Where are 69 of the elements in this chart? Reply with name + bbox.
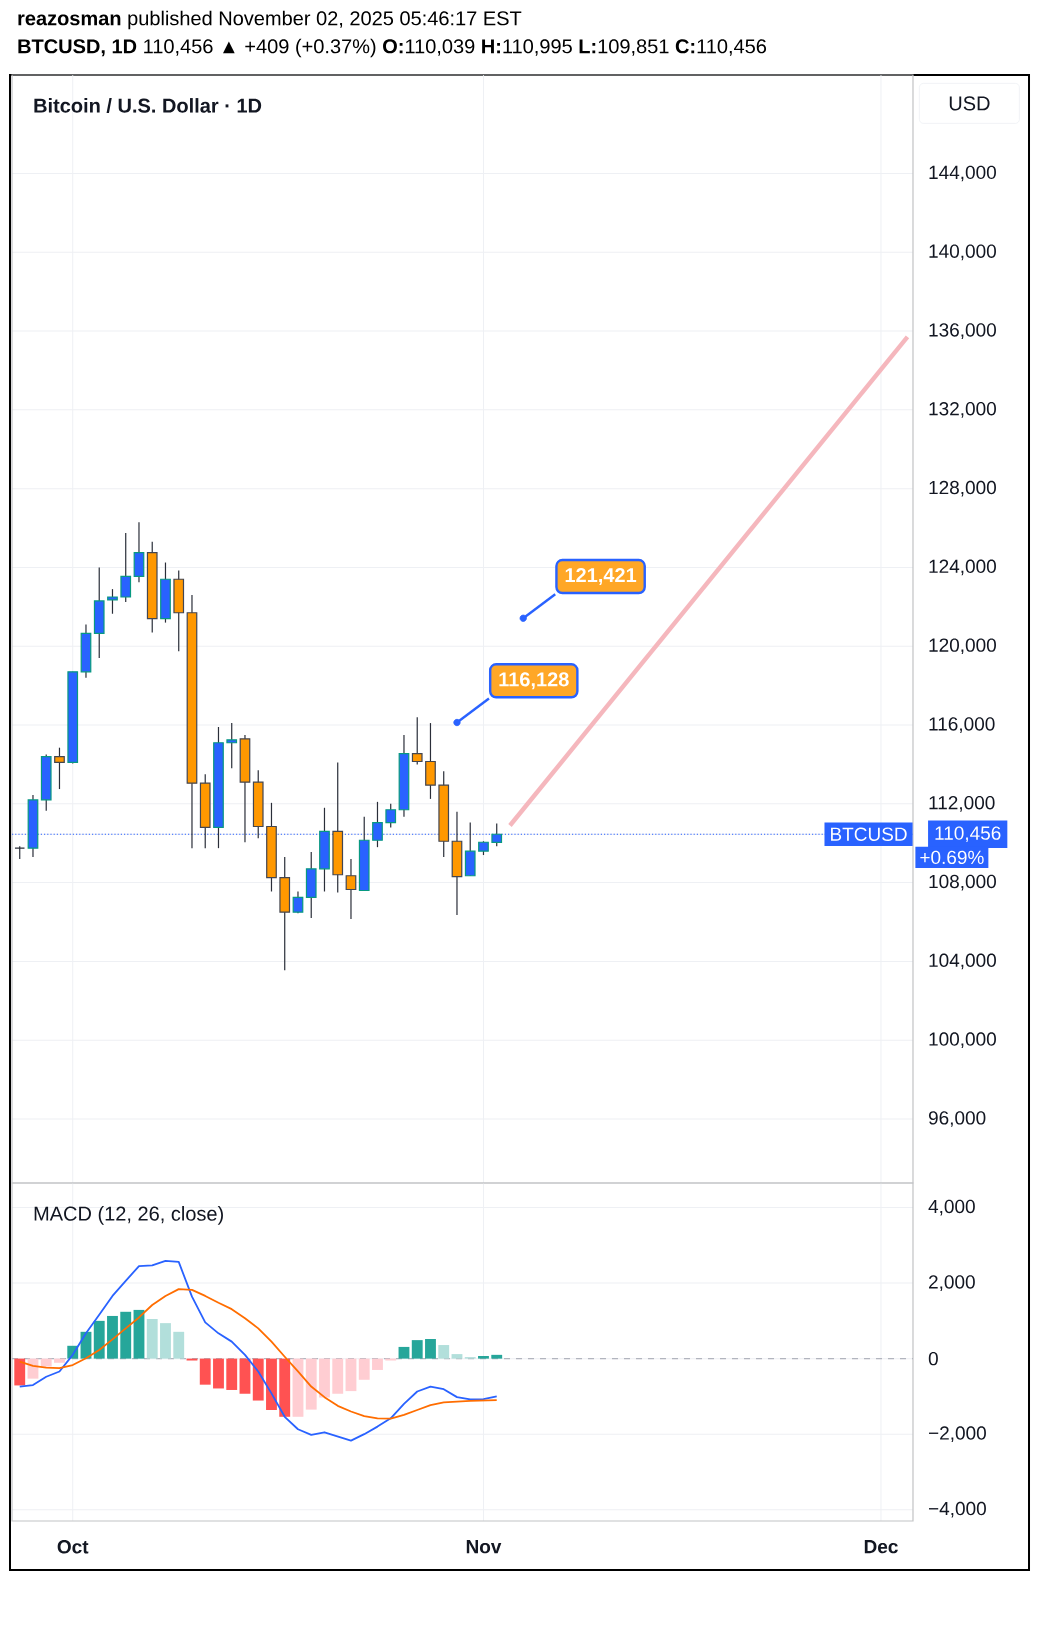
bar	[120, 1311, 132, 1359]
bar	[239, 1358, 251, 1394]
candlestick	[411, 716, 423, 766]
y-tick-label: 136,000	[929, 323, 996, 339]
y-tick-label: 100,000	[929, 1032, 996, 1049]
bar	[491, 1354, 503, 1359]
y-tick-label: 2,000	[929, 1275, 975, 1291]
x-tick-label: Dec	[864, 1540, 898, 1554]
bar	[40, 1358, 52, 1367]
candlestick	[226, 722, 238, 769]
candlestick	[133, 521, 145, 583]
text: BTCUSD, 1D 110,456 ▲ +409 (+0.37%) O:110,039 H:110,995 L:109,851 C:110,456	[18, 38, 767, 58]
bar	[305, 1358, 317, 1410]
x-tick-label: Oct	[57, 1540, 89, 1554]
bar	[213, 1358, 224, 1389]
y-tick-label: −2,000	[929, 1426, 986, 1443]
bar	[411, 1340, 423, 1359]
bar	[226, 1358, 238, 1390]
candlestick	[385, 803, 397, 829]
bar	[451, 1354, 463, 1359]
bar	[332, 1358, 344, 1394]
y-tick-label: 112,000	[929, 795, 995, 812]
bar	[252, 1358, 264, 1401]
bar	[478, 1355, 489, 1359]
y-tick-label: 132,000	[929, 402, 996, 418]
bar	[266, 1358, 277, 1410]
text: reazosman published November 02, 2025 05:46:17 EST	[18, 10, 522, 30]
y-tick-label: 104,000	[929, 953, 996, 970]
bar	[438, 1345, 450, 1359]
candlestick	[120, 532, 132, 603]
candlestick	[345, 858, 357, 920]
bar	[160, 1323, 171, 1359]
bar	[199, 1358, 211, 1385]
y-tick-label: 124,000	[929, 559, 996, 576]
y-tick-label: 108,000	[929, 874, 996, 891]
y-tick-label: 116,000	[929, 717, 995, 733]
y-tick-label: 96,000	[928, 1111, 986, 1127]
annotation: 116,128	[499, 672, 569, 690]
bar	[372, 1358, 383, 1370]
y-tick-label: 144,000	[929, 165, 996, 182]
annotation: 121,421	[565, 568, 637, 586]
bar	[358, 1358, 370, 1380]
bar	[54, 1358, 65, 1363]
y-tick-label: 4,000	[928, 1199, 975, 1216]
bar	[425, 1338, 436, 1359]
x-tick-label: Nov	[466, 1540, 502, 1554]
text: +0.69%	[920, 850, 984, 865]
candlestick	[54, 747, 65, 790]
y-tick-label: 0	[928, 1351, 938, 1366]
y-tick-label: 120,000	[929, 638, 996, 655]
bar	[173, 1331, 185, 1359]
bar	[107, 1315, 118, 1359]
ref-line-label: BTCUSD	[831, 827, 907, 841]
bar	[319, 1358, 330, 1398]
y-tick-label: −4,000	[929, 1501, 986, 1518]
bar	[345, 1358, 357, 1392]
bar	[93, 1320, 105, 1359]
text: MACD (12, 26, close)	[34, 1206, 223, 1225]
y-tick-label: 140,000	[929, 244, 996, 261]
text: Bitcoin / U.S. Dollar · 1D	[34, 98, 262, 113]
candlestick	[425, 722, 436, 800]
candlestick	[107, 588, 118, 615]
bar	[279, 1358, 291, 1417]
y-axis-title: USD	[949, 96, 990, 111]
y-tick-label: 128,000	[929, 480, 996, 497]
y-tick-label: 110,456	[935, 826, 1001, 843]
bar	[398, 1346, 410, 1359]
bar	[14, 1358, 26, 1386]
bar	[146, 1318, 158, 1359]
